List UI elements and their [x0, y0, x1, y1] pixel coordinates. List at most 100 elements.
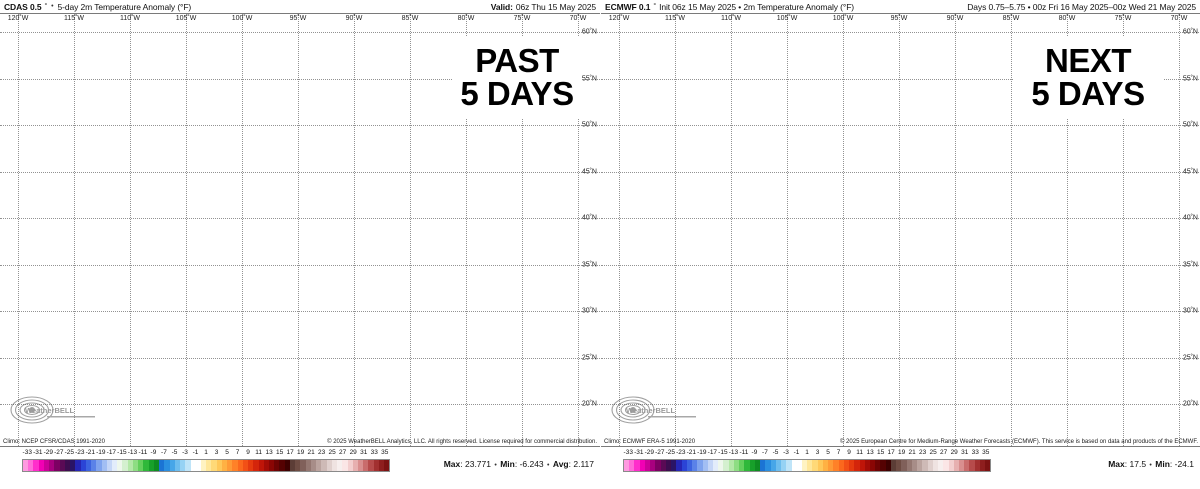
colorbar-swatch	[64, 460, 71, 471]
colorbar-swatch	[781, 460, 787, 471]
colorbar-swatch	[33, 460, 39, 471]
latitude-label: 50˚N	[1182, 121, 1198, 129]
colorbar-tick-label: -29	[644, 449, 654, 456]
colorbar-tick-label: 27	[339, 449, 347, 456]
latitude-label: 50˚N	[581, 121, 597, 129]
gridline-latitude	[601, 218, 1200, 219]
longitude-label: 105˚W	[776, 15, 798, 22]
gridline-longitude	[466, 14, 467, 446]
colorbar-tick-label: 23	[919, 449, 927, 456]
product-title: Init 06z 15 May 2025 • 2m Temperature An…	[659, 1, 855, 12]
colorbar-swatch	[91, 460, 97, 471]
colorbar-tick-label: -23	[676, 449, 686, 456]
colorbar-swatch	[279, 460, 285, 471]
map-past[interactable]: 120˚W 115˚W 110˚W 105˚W 100˚W 95˚W 90˚W 85˚W 80˚…	[0, 13, 600, 447]
colorbar-swatch	[817, 460, 823, 471]
longitude-label: 100˚W	[231, 15, 253, 22]
colorbar-swatch	[300, 460, 306, 471]
longitude-label: 70˚W	[1170, 15, 1188, 22]
colorbar-swatch	[979, 460, 986, 471]
gridline-latitude	[601, 311, 1200, 312]
colorbar-swatch	[650, 460, 656, 471]
longitude-label: 90˚W	[345, 15, 363, 22]
colorbar-tick-label: 23	[318, 449, 326, 456]
colorbar-swatch	[221, 460, 228, 471]
colorbar-swatch	[849, 460, 855, 471]
colorbar-swatch	[85, 460, 92, 471]
colorbar-swatch	[378, 460, 385, 471]
longitude-label: 105˚W	[175, 15, 197, 22]
colorbar-swatch	[859, 460, 865, 471]
colorbar-tick-label: -27	[655, 449, 665, 456]
colorbar-swatch	[117, 460, 123, 471]
gridline-latitude	[0, 311, 600, 312]
latitude-label: 30˚N	[581, 307, 597, 315]
colorbar-tick-label: -23	[75, 449, 85, 456]
max-value: 17.5	[1129, 459, 1147, 469]
colorbar-swatch	[59, 460, 65, 471]
colorbar-tick-label: -21	[686, 449, 697, 456]
colorbar-tick-label: 31	[360, 449, 368, 456]
colorbar-tick-label: -5	[171, 449, 178, 456]
colorbar-tick-label: -13	[728, 449, 739, 456]
colorbar-swatch	[665, 460, 672, 471]
gridline-longitude	[1067, 14, 1068, 446]
climo-note-next: Climo: ECMWF ERA-5 1991-2020	[604, 439, 696, 445]
colorbar-tick-label: -15	[718, 449, 728, 456]
colorbar-swatch	[943, 460, 949, 471]
gridline-longitude	[787, 14, 788, 446]
colorbar-swatch	[195, 460, 201, 471]
colorbar-swatch	[274, 460, 280, 471]
weatherbell-logo: WeatherBELL	[10, 396, 95, 424]
colorbar-swatch	[969, 460, 975, 471]
map-next[interactable]: 120˚W 115˚W 110˚W 105˚W 100˚W 95˚W 90˚W 85˚W 80˚…	[601, 13, 1200, 447]
colorbar-swatch	[906, 460, 912, 471]
colorbar-tick-label: -33	[22, 449, 32, 456]
gridline-longitude	[578, 14, 579, 446]
colorbar-tick-label: 19	[898, 449, 906, 456]
panel-stats-next: Max: 17.5 • Min: -24.1	[1108, 459, 1194, 469]
colorbar-swatch	[875, 460, 881, 471]
colorbar-swatch	[838, 460, 844, 471]
longitude-label: 80˚W	[457, 15, 475, 22]
longitude-label: 115˚W	[664, 15, 686, 22]
colorbar-swatch	[775, 460, 782, 471]
colorbar-swatch	[765, 460, 771, 471]
colorbar-tick-label: 35	[982, 449, 990, 456]
logo-text: WeatherBELL	[25, 406, 74, 415]
gridline-latitude	[0, 125, 600, 126]
gridline-longitude	[843, 14, 844, 446]
panel-past: CDAS 0.5 ° • 5-day 2m Temperature Anomaly…	[0, 0, 600, 489]
colorbar-tick-label: 11	[856, 449, 863, 456]
stats-bullet-1: •	[494, 462, 497, 469]
latitude-label: 40˚N	[1182, 214, 1198, 222]
colorbar-swatch	[932, 460, 939, 471]
colorbar-tick-label: -25	[64, 449, 75, 456]
credit-note-next: © 2025 European Centre for Medium-Range …	[839, 439, 1198, 445]
gridline-latitude	[0, 404, 600, 405]
colorbar-tick-label: -17	[106, 449, 117, 456]
colorbar-swatch	[733, 460, 740, 471]
overlay-line1: PAST	[475, 42, 559, 79]
colorbar-swatch	[248, 460, 254, 471]
valid-label: Valid:	[490, 1, 513, 12]
colorbar-swatch	[702, 460, 708, 471]
colorbar-swatch	[744, 460, 750, 471]
colorbar-swatch	[760, 460, 766, 471]
colorbar-swatch	[676, 460, 682, 471]
colorbar-swatch	[801, 460, 808, 471]
colorbar-tick-label: -3	[783, 449, 789, 456]
colorbar-swatch	[639, 460, 645, 471]
colorbar-swatches-next	[623, 459, 991, 472]
colorbar-tick-label: -25	[665, 449, 676, 456]
gridline-latitude	[0, 357, 600, 359]
latitude-label: 40˚N	[581, 214, 597, 222]
latitude-label: 60˚N	[1182, 28, 1198, 36]
colorbar-swatch	[159, 460, 165, 471]
colorbar-tick-label: -19	[96, 449, 106, 456]
gridline-longitude	[298, 14, 299, 446]
weatherbell-logo: WeatherBELL	[611, 396, 696, 424]
gridline-longitude	[731, 14, 732, 446]
model-name: CDAS 0.5	[4, 1, 42, 12]
colorbar-swatch	[843, 460, 850, 471]
